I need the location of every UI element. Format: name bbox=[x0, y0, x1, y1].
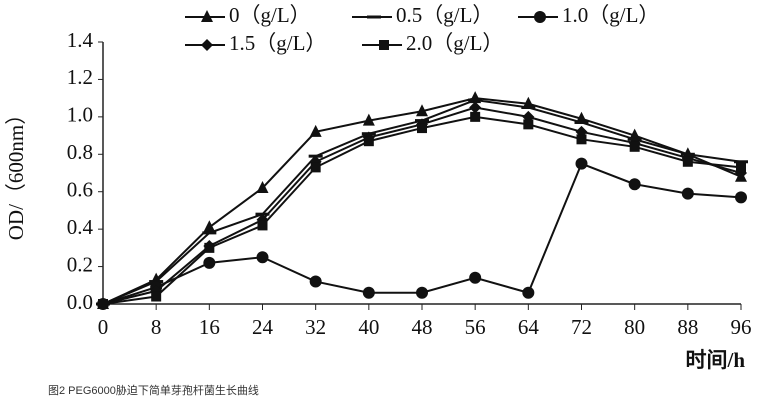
caption: 图2 PEG6000胁迫下简单芽孢杆菌生长曲线 bbox=[48, 383, 259, 397]
x-tick-label: 96 bbox=[731, 315, 752, 339]
marker bbox=[309, 275, 322, 288]
series-line bbox=[102, 162, 742, 305]
x-tick-label: 88 bbox=[677, 315, 698, 339]
x-axis-label: 时间/h bbox=[685, 348, 745, 372]
marker bbox=[523, 119, 534, 130]
marker bbox=[469, 271, 482, 284]
x-tick-label: 40 bbox=[358, 315, 379, 339]
marker bbox=[575, 157, 588, 170]
x-tick-label: 8 bbox=[151, 315, 162, 339]
x-tick-label: 48 bbox=[412, 315, 433, 339]
marker bbox=[204, 242, 215, 253]
marker bbox=[416, 286, 428, 299]
y-tick-label: 0.0 bbox=[67, 290, 93, 314]
x-tick-label: 80 bbox=[624, 315, 645, 339]
legend-label: 1.0（g/L） bbox=[562, 3, 659, 27]
legend-label: 0（g/L） bbox=[229, 3, 311, 27]
marker bbox=[522, 286, 535, 299]
y-tick-label: 0.2 bbox=[67, 252, 93, 276]
marker bbox=[363, 136, 374, 147]
y-tick-label: 1.0 bbox=[67, 103, 93, 127]
marker bbox=[151, 291, 162, 302]
y-axis-label: OD/（600nm） bbox=[4, 104, 28, 241]
y-tick-label: 0.8 bbox=[67, 140, 93, 164]
marker bbox=[628, 178, 641, 191]
marker bbox=[309, 124, 322, 137]
marker bbox=[362, 113, 375, 126]
marker bbox=[682, 156, 693, 167]
marker bbox=[468, 98, 483, 102]
x-tick-label: 32 bbox=[305, 315, 326, 339]
marker bbox=[734, 160, 748, 164]
marker bbox=[735, 191, 747, 204]
y-tick-label: 1.2 bbox=[67, 65, 93, 89]
legend-label: 2.0（g/L） bbox=[406, 31, 503, 55]
marker bbox=[257, 220, 268, 231]
marker bbox=[416, 104, 428, 117]
marker bbox=[203, 256, 216, 269]
marker bbox=[362, 286, 375, 299]
marker bbox=[201, 39, 213, 51]
marker bbox=[367, 15, 381, 19]
series-line bbox=[102, 106, 742, 305]
marker bbox=[470, 111, 481, 122]
marker bbox=[576, 134, 587, 145]
marker bbox=[256, 180, 269, 193]
marker bbox=[681, 187, 694, 200]
marker bbox=[469, 101, 482, 114]
x-tick-label: 0 bbox=[98, 315, 109, 339]
marker bbox=[736, 162, 746, 173]
marker bbox=[379, 40, 389, 50]
y-tick-label: 0.4 bbox=[67, 215, 94, 239]
x-tick-label: 64 bbox=[518, 315, 540, 339]
x-tick-label: 24 bbox=[252, 315, 274, 339]
marker bbox=[574, 120, 589, 124]
x-tick-label: 16 bbox=[199, 315, 220, 339]
legend-label: 1.5（g/L） bbox=[229, 31, 326, 55]
marker bbox=[629, 141, 640, 152]
marker bbox=[202, 231, 217, 235]
series-line bbox=[102, 115, 742, 305]
y-tick-label: 1.4 bbox=[67, 28, 94, 52]
x-tick-label: 56 bbox=[465, 315, 486, 339]
marker bbox=[522, 96, 535, 109]
marker bbox=[203, 220, 216, 233]
marker bbox=[521, 106, 536, 109]
y-tick-label: 0.6 bbox=[67, 178, 93, 202]
marker bbox=[256, 251, 269, 264]
marker bbox=[201, 10, 213, 22]
legend-label: 0.5（g/L） bbox=[396, 3, 493, 27]
marker bbox=[310, 162, 321, 173]
marker bbox=[98, 299, 108, 309]
marker bbox=[417, 123, 427, 134]
x-tick-label: 72 bbox=[571, 315, 592, 339]
marker bbox=[534, 11, 546, 23]
